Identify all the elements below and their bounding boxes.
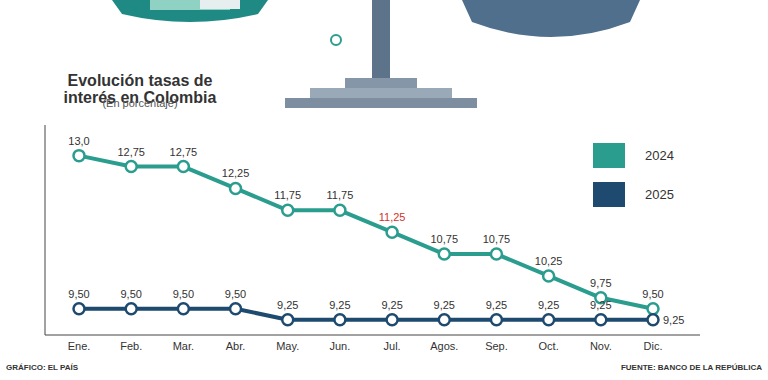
data-label: 9,25 (381, 299, 402, 311)
chart: Evolución tasas deinterés en Colombia(En… (0, 0, 768, 380)
data-labels: 13,0 12,75 12,75 12,25 11,75 11,75 11,25 10,75 1… (68, 135, 684, 326)
point (491, 249, 502, 260)
point (282, 205, 293, 216)
x-tick-label: Jun. (330, 340, 351, 352)
data-label: 9,50 (225, 288, 246, 300)
y-axis-line (45, 125, 46, 335)
legend-swatch (593, 143, 625, 168)
data-label: 12,75 (170, 146, 198, 158)
illustration-base (310, 88, 452, 98)
point (543, 314, 554, 325)
point (439, 249, 450, 260)
data-label: 13,0 (68, 135, 89, 147)
point (334, 205, 345, 216)
illustration-dot (331, 35, 341, 45)
point (126, 303, 137, 314)
point (178, 161, 189, 172)
x-axis-line (45, 335, 700, 336)
x-tick-label: Feb. (120, 340, 142, 352)
point (230, 303, 241, 314)
data-label: 12,25 (222, 167, 250, 179)
subtitle: (En porcentaje) (102, 97, 177, 109)
point (543, 270, 554, 281)
data-label: 9,25 (486, 299, 507, 311)
x-tick-label: Mar. (173, 340, 194, 352)
point (334, 314, 345, 325)
x-tick-label: Oct. (539, 340, 559, 352)
source: FUENTE: BANCO DE LA REPÚBLICA (621, 363, 762, 372)
point (230, 183, 241, 194)
x-tick-label: Jul. (384, 340, 401, 352)
illustration-base (285, 98, 477, 108)
x-tick-label: Agos. (430, 340, 458, 352)
plot-area (74, 150, 659, 325)
illustration-pole (372, 0, 390, 78)
x-tick-label: Nov. (590, 340, 612, 352)
credit: GRÁFICO: EL PAÍS (6, 363, 79, 372)
data-label: 9,25 (538, 299, 559, 311)
point (387, 314, 398, 325)
point (178, 303, 189, 314)
series-line (79, 156, 653, 309)
illustration-bowl (462, 0, 640, 37)
data-label: 11,75 (327, 189, 354, 201)
point (387, 227, 398, 238)
data-label: 9,50 (173, 288, 194, 300)
data-label: 9,25 (590, 299, 611, 311)
data-label: 9,50 (68, 288, 89, 300)
x-tick-label: Sep. (485, 340, 508, 352)
point (74, 150, 85, 161)
data-label: 9,50 (120, 288, 141, 300)
point (648, 303, 659, 314)
data-label: 11,25 (379, 211, 406, 223)
x-tick-label: Ene. (68, 340, 91, 352)
series-line (79, 309, 653, 320)
point (491, 314, 502, 325)
data-label: 12,75 (117, 146, 145, 158)
point (282, 314, 293, 325)
legend: 2024 2025 (593, 143, 674, 207)
x-tick-label: Abr. (226, 340, 246, 352)
data-label: 10,25 (535, 255, 563, 267)
point (648, 314, 659, 325)
point (74, 303, 85, 314)
data-label: 10,75 (431, 233, 459, 245)
data-label: 9,75 (590, 277, 611, 289)
data-label: 9,25 (434, 299, 455, 311)
illustration-bowl (112, 0, 268, 22)
data-label: 9,25 (663, 314, 684, 326)
x-tick-label: Dic. (644, 340, 663, 352)
data-label: 9,25 (329, 299, 350, 311)
legend-label: 2025 (645, 187, 674, 202)
illustration-base (345, 78, 417, 88)
point (595, 314, 606, 325)
legend-label: 2024 (645, 148, 674, 163)
data-label: 11,75 (274, 189, 301, 201)
data-label: 9,25 (277, 299, 298, 311)
illustration-money (200, 0, 240, 9)
legend-swatch (593, 182, 625, 207)
x-tick-label: May. (276, 340, 299, 352)
point (439, 314, 450, 325)
point (126, 161, 137, 172)
data-label: 9,50 (642, 288, 663, 300)
data-label: 10,75 (483, 233, 511, 245)
